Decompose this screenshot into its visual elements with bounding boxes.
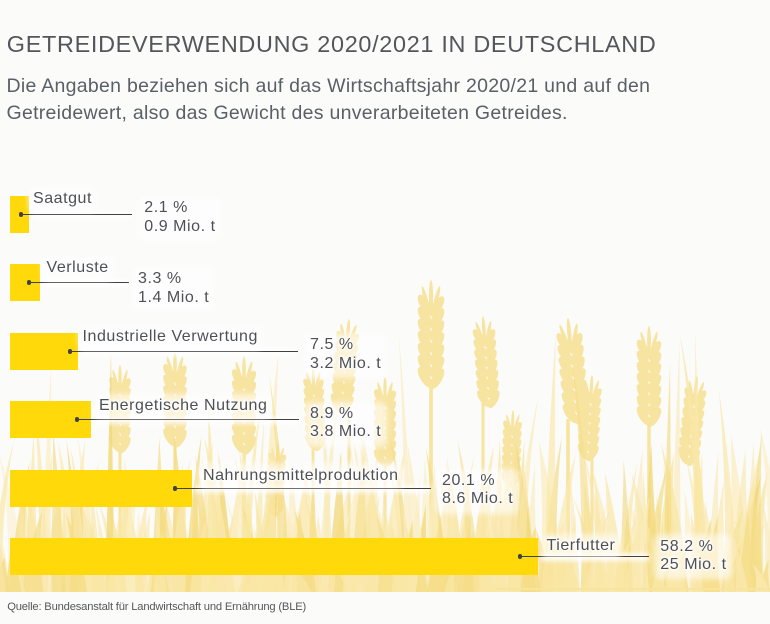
label-backdrop-2 [77, 324, 263, 350]
value-amount-3: 3.8 Mio. t [310, 423, 382, 441]
leader-dot-3 [74, 417, 80, 422]
value-amount-1: 1.4 Mio. t [138, 288, 210, 306]
value-label-3: 8.9 % 3.8 Mio. t [310, 405, 381, 442]
value-label-4: 20.1 % 8.6 Mio. t [442, 472, 513, 509]
ground-line [495, 588, 770, 591]
leader-line-4 [175, 487, 431, 490]
value-amount-0: 0.9 Mio. t [144, 217, 216, 235]
category-label-2: Industrielle Verwertung [82, 327, 258, 345]
category-label-4: Nahrungsmittelproduktion [203, 466, 399, 484]
label-backdrop-4 [198, 463, 404, 489]
label-backdrop-5 [541, 533, 621, 559]
leader-dot-2 [67, 349, 73, 354]
leader-dot-1 [26, 280, 32, 285]
value-percent-3: 8.9 % [310, 404, 354, 422]
value-label-0: 2.1 % 0.9 Mio. t [144, 199, 215, 236]
leader-line-3 [77, 418, 299, 421]
value-amount-4: 8.6 Mio. t [442, 490, 514, 508]
category-label-1: Verluste [46, 258, 109, 276]
value-amount-5: 25 Mio. t [660, 556, 727, 574]
page-title: GETREIDEVERWENDUNG 2020/2021 IN DEUTSCHL… [6, 31, 657, 57]
page-subtitle: Die Angaben beziehen sich auf das Wirtsc… [7, 73, 651, 128]
label-backdrop-3 [94, 394, 272, 420]
value-label-5: 58.2 % 25 Mio. t [660, 538, 726, 575]
leader-dot-4 [172, 486, 178, 491]
category-label-3: Energetische Nutzung [99, 397, 268, 415]
leader-line-0 [21, 213, 132, 216]
label-backdrop-0 [28, 186, 97, 212]
leader-line-1 [29, 281, 129, 284]
bar-5 [10, 538, 538, 575]
value-percent-2: 7.5 % [310, 336, 354, 354]
leader-dot-0 [18, 212, 24, 217]
value-backdrop-1 [132, 266, 215, 312]
value-label-1: 3.3 % 1.4 Mio. t [138, 270, 209, 307]
source-note: Quelle: Bundesanstalt für Landwirtschaft… [7, 600, 307, 613]
subtitle-line-1: Die Angaben beziehen sich auf das Wirtsc… [6, 75, 651, 98]
category-label-0: Saatgut [33, 190, 93, 207]
value-backdrop-3 [304, 401, 387, 447]
category-label-5: Tierfutter [546, 537, 616, 554]
label-backdrop-1 [41, 255, 114, 281]
leader-line-2 [70, 350, 298, 353]
value-label-2: 7.5 % 3.2 Mio. t [310, 336, 381, 373]
value-backdrop-0 [138, 196, 222, 242]
value-amount-2: 3.2 Mio. t [310, 354, 382, 372]
bar-2 [10, 333, 78, 370]
subtitle-line-2: Getreidewert, also das Gewicht des unver… [6, 102, 568, 125]
leader-dot-5 [517, 554, 523, 559]
value-backdrop-4 [436, 468, 519, 514]
value-backdrop-5 [654, 534, 733, 580]
value-percent-4: 20.1 % [442, 471, 496, 489]
bar-4 [10, 470, 192, 507]
value-percent-0: 2.1 % [144, 199, 188, 217]
value-percent-5: 58.2 % [660, 537, 714, 555]
value-backdrop-2 [304, 333, 387, 378]
value-percent-1: 3.3 % [138, 270, 182, 287]
